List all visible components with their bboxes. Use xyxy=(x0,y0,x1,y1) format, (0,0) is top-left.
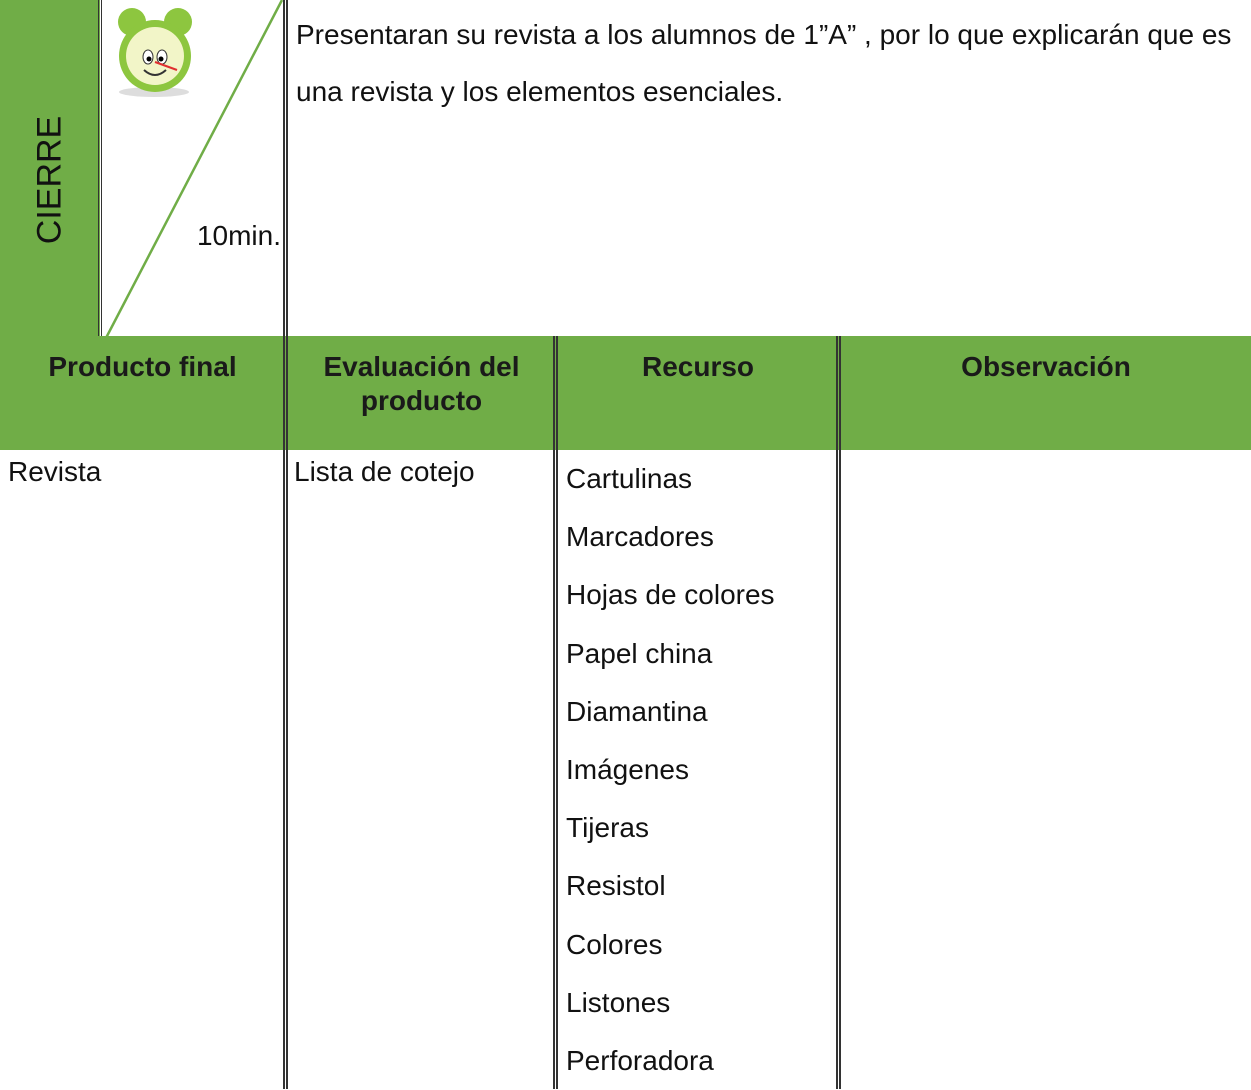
product-cell: Revista xyxy=(8,456,102,487)
resource-item: Cartulinas xyxy=(566,463,693,494)
stage-label-cell: CIERRE xyxy=(0,0,100,338)
resource-item: Diamantina xyxy=(566,695,708,727)
observation-cell xyxy=(836,450,1251,1089)
resource-item: Perforadora xyxy=(566,1045,714,1077)
resource-item: Marcadores xyxy=(566,521,714,553)
resource-item: Colores xyxy=(566,928,663,960)
clock-cell: 10min. xyxy=(98,0,285,338)
header-cell: Observación xyxy=(836,336,1251,450)
header-cell: Evaluación del producto xyxy=(283,336,555,450)
description: Presentaran su revista a los alumnos de … xyxy=(283,0,1251,338)
clock-illustration xyxy=(104,0,284,338)
resource-item: Hojas de colores xyxy=(566,579,775,611)
resource-item: Listones xyxy=(566,986,671,1018)
evaluation-cell: Lista de cotejo xyxy=(283,450,555,1089)
resource-item: Resistol xyxy=(566,870,666,902)
header-cell: Recurso xyxy=(553,336,838,450)
resource-item: Papel china xyxy=(566,637,713,669)
resource-item: Tijeras xyxy=(566,812,649,844)
resource-item: Imágenes xyxy=(566,754,689,786)
duration: 10min. xyxy=(196,220,281,251)
header-cell: Producto final xyxy=(0,336,285,450)
resources-cell: Cartulinas Marcadores Hojas de colores Pape… xyxy=(553,450,838,1089)
stage-label: CIERRE xyxy=(30,115,69,245)
